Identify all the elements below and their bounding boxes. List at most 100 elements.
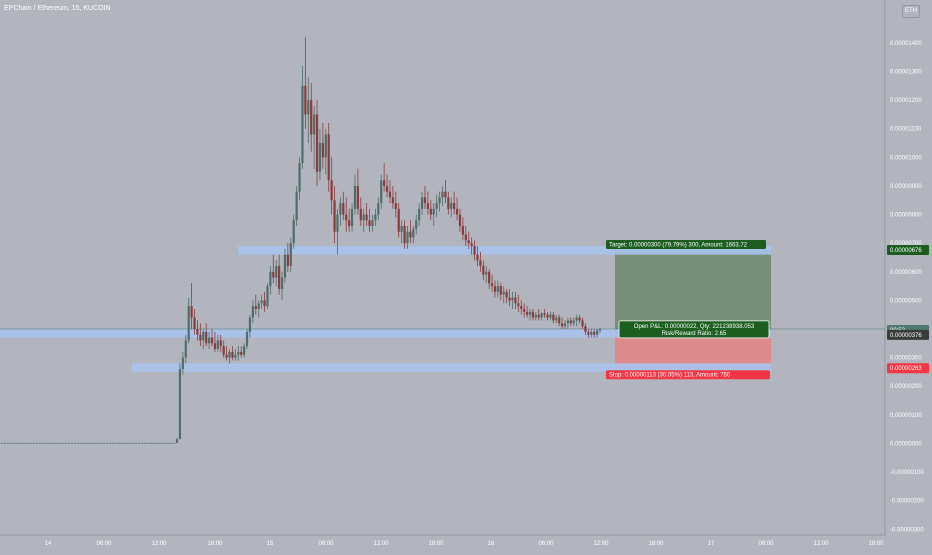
candle-body[interactable]	[444, 191, 447, 198]
candle-body[interactable]	[161, 442, 164, 444]
candle-body[interactable]	[245, 331, 249, 347]
candle-body[interactable]	[342, 203, 345, 215]
candle-body[interactable]	[400, 226, 403, 232]
candle-body[interactable]	[117, 442, 120, 444]
candle-body[interactable]	[496, 286, 500, 292]
candle-body[interactable]	[508, 297, 511, 301]
candle-body[interactable]	[520, 306, 523, 309]
candle-body[interactable]	[205, 331, 208, 344]
candle-body[interactable]	[371, 220, 374, 227]
candle-body[interactable]	[543, 313, 546, 315]
candle-body[interactable]	[485, 271, 488, 275]
candle-body[interactable]	[418, 208, 421, 221]
candle-body[interactable]	[251, 306, 254, 318]
entry-price-tag-bg[interactable]	[887, 329, 929, 340]
candle-body[interactable]	[272, 271, 275, 278]
candle-body[interactable]	[572, 320, 575, 324]
candle-body[interactable]	[126, 442, 129, 444]
candle-body[interactable]	[132, 442, 135, 444]
candle-body[interactable]	[587, 331, 590, 335]
candle-body[interactable]	[184, 340, 187, 358]
candle-body[interactable]	[537, 314, 540, 318]
candle-body[interactable]	[21, 442, 24, 444]
candle-body[interactable]	[590, 331, 593, 335]
candle-body[interactable]	[140, 442, 144, 444]
candle-body[interactable]	[231, 351, 234, 358]
candle-body[interactable]	[517, 303, 520, 307]
candle-body[interactable]	[67, 442, 71, 444]
candle-body[interactable]	[62, 442, 65, 444]
candle-body[interactable]	[464, 234, 467, 241]
candle-body[interactable]	[528, 311, 532, 315]
candle-body[interactable]	[234, 354, 237, 358]
candle-body[interactable]	[187, 306, 190, 341]
candle-body[interactable]	[377, 203, 380, 215]
candle-body[interactable]	[455, 208, 459, 215]
candle-body[interactable]	[450, 203, 453, 209]
candle-body[interactable]	[318, 143, 322, 172]
candle-body[interactable]	[499, 286, 502, 295]
candle-body[interactable]	[30, 442, 33, 444]
candle-body[interactable]	[453, 203, 456, 209]
candle-body[interactable]	[18, 442, 21, 444]
candle-body[interactable]	[50, 442, 53, 444]
candle-body[interactable]	[333, 200, 336, 232]
candle-body[interactable]	[324, 134, 327, 158]
candle-body[interactable]	[123, 442, 126, 444]
candle-body[interactable]	[138, 442, 141, 444]
candle-body[interactable]	[32, 442, 36, 444]
candle-body[interactable]	[362, 214, 365, 221]
candle-body[interactable]	[298, 163, 301, 192]
candle-body[interactable]	[584, 326, 587, 332]
candle-body[interactable]	[248, 317, 252, 332]
candle-body[interactable]	[129, 442, 132, 444]
candle-body[interactable]	[263, 300, 266, 307]
candle-body[interactable]	[79, 442, 82, 444]
candle-body[interactable]	[15, 442, 18, 444]
candle-body[interactable]	[525, 311, 529, 315]
candle-body[interactable]	[368, 220, 371, 227]
candle-body[interactable]	[385, 185, 389, 192]
candle-body[interactable]	[558, 317, 561, 324]
candle-body[interactable]	[473, 246, 476, 255]
candle-body[interactable]	[313, 114, 316, 135]
candle-body[interactable]	[321, 143, 324, 158]
candle-body[interactable]	[560, 323, 564, 327]
candle-body[interactable]	[336, 214, 339, 232]
candle-body[interactable]	[502, 291, 505, 295]
candle-body[interactable]	[415, 220, 418, 229]
candle-body[interactable]	[595, 330, 599, 335]
target-price-tag-bg[interactable]	[887, 245, 929, 256]
candle-body[interactable]	[307, 100, 310, 115]
candle-body[interactable]	[353, 185, 357, 209]
candle-body[interactable]	[170, 442, 173, 444]
candle-body[interactable]	[237, 351, 240, 355]
candle-body[interactable]	[391, 197, 394, 204]
candle-body[interactable]	[409, 231, 412, 238]
candle-body[interactable]	[581, 320, 584, 327]
candle-body[interactable]	[240, 351, 243, 355]
candle-body[interactable]	[470, 243, 473, 247]
candle-body[interactable]	[598, 329, 602, 331]
candle-body[interactable]	[53, 442, 56, 444]
candle-body[interactable]	[531, 311, 535, 318]
candle-body[interactable]	[388, 191, 392, 198]
candle-body[interactable]	[493, 286, 497, 292]
candle-body[interactable]	[59, 442, 62, 444]
candle-body[interactable]	[563, 323, 567, 327]
candle-body[interactable]	[552, 314, 555, 321]
candle-body[interactable]	[199, 334, 202, 341]
candle-body[interactable]	[412, 228, 415, 238]
candle-body[interactable]	[210, 337, 214, 344]
candle-body[interactable]	[286, 254, 289, 267]
candle-body[interactable]	[426, 203, 429, 209]
candle-body[interactable]	[178, 369, 182, 440]
candle-body[interactable]	[193, 317, 196, 330]
candle-body[interactable]	[441, 191, 444, 198]
candle-body[interactable]	[380, 180, 383, 204]
candle-body[interactable]	[278, 266, 281, 289]
candle-body[interactable]	[482, 266, 485, 275]
candle-body[interactable]	[295, 191, 298, 221]
candle-body[interactable]	[94, 442, 97, 444]
candle-body[interactable]	[100, 442, 103, 444]
